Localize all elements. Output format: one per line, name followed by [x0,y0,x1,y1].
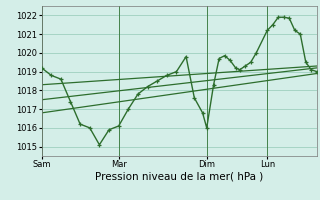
X-axis label: Pression niveau de la mer( hPa ): Pression niveau de la mer( hPa ) [95,172,263,182]
